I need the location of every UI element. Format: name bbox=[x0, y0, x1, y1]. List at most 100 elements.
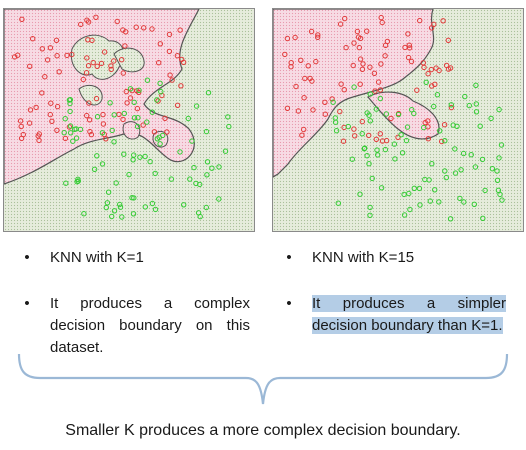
green-point bbox=[494, 177, 501, 184]
red-point bbox=[367, 64, 373, 70]
red-point bbox=[114, 18, 120, 25]
red-point bbox=[178, 83, 184, 89]
red-point bbox=[295, 108, 302, 114]
green-point bbox=[374, 147, 380, 153]
red-point bbox=[356, 44, 363, 51]
green-point bbox=[121, 151, 127, 157]
red-point bbox=[85, 63, 92, 69]
right-bullets: • KNN with K=15 • It produces a simpler … bbox=[282, 247, 506, 367]
red-point bbox=[69, 51, 75, 58]
green-point bbox=[488, 115, 494, 122]
red-point bbox=[100, 121, 107, 127]
red-point bbox=[124, 100, 130, 106]
red-point bbox=[373, 136, 380, 143]
red-point bbox=[313, 58, 319, 65]
red-point bbox=[49, 118, 55, 125]
red-point bbox=[378, 14, 384, 21]
green-point bbox=[107, 100, 113, 106]
red-point bbox=[405, 54, 412, 61]
red-point bbox=[439, 138, 445, 145]
red-point bbox=[359, 118, 366, 125]
red-point bbox=[351, 126, 357, 132]
bullet-text-highlighted[interactable]: It produces a simpler decision boundary … bbox=[312, 293, 506, 337]
red-point bbox=[119, 57, 125, 63]
green-point bbox=[226, 123, 232, 130]
green-point bbox=[395, 111, 402, 118]
green-point bbox=[403, 137, 410, 144]
red-point bbox=[341, 87, 347, 93]
red-point bbox=[371, 70, 378, 77]
red-point bbox=[445, 37, 452, 43]
red-point bbox=[35, 133, 41, 139]
green-point bbox=[367, 118, 374, 124]
red-region bbox=[273, 9, 435, 178]
green-point bbox=[94, 114, 101, 120]
green-point bbox=[473, 109, 480, 115]
green-point bbox=[99, 130, 106, 136]
red-point bbox=[27, 63, 33, 69]
red-point bbox=[84, 55, 90, 61]
knn-k1-plot-svg bbox=[4, 9, 254, 231]
green-point bbox=[91, 166, 98, 173]
green-point bbox=[480, 215, 486, 222]
red-point bbox=[441, 122, 448, 128]
red-point bbox=[54, 127, 60, 134]
red-point bbox=[377, 87, 384, 93]
green-point bbox=[349, 156, 356, 162]
green-point bbox=[105, 189, 112, 195]
red-point bbox=[308, 28, 315, 35]
red-point bbox=[375, 79, 382, 85]
green-point bbox=[158, 88, 164, 95]
green-point bbox=[472, 164, 479, 170]
green-point bbox=[471, 201, 478, 208]
red-point bbox=[292, 34, 298, 41]
green-point bbox=[67, 108, 73, 115]
red-point bbox=[47, 45, 54, 51]
red-point bbox=[80, 76, 87, 83]
green-point bbox=[427, 198, 434, 204]
red-point bbox=[282, 51, 288, 58]
red-point bbox=[47, 111, 53, 118]
red-point bbox=[357, 56, 364, 62]
red-point bbox=[108, 66, 114, 73]
red-point bbox=[364, 28, 370, 34]
red-point bbox=[111, 58, 117, 64]
green-point bbox=[222, 148, 229, 154]
selection-highlight[interactable]: It produces a simpler decision boundary … bbox=[312, 295, 506, 334]
red-point bbox=[315, 34, 321, 40]
left-bullets: • KNN with K=1 • It produces a complex d… bbox=[20, 247, 250, 367]
red-point bbox=[86, 100, 92, 106]
bullet-dot: • bbox=[24, 249, 30, 266]
green-point bbox=[496, 106, 502, 113]
green-point bbox=[157, 80, 163, 87]
red-point bbox=[101, 49, 108, 55]
green-point bbox=[407, 206, 413, 213]
red-point bbox=[350, 62, 356, 69]
bullet-dot: • bbox=[286, 249, 292, 266]
green-island bbox=[78, 84, 103, 106]
red-point bbox=[120, 116, 126, 123]
red-point bbox=[408, 58, 415, 65]
red-point bbox=[383, 137, 390, 144]
red-point bbox=[440, 18, 446, 24]
red-point bbox=[169, 77, 175, 83]
bullet-text: KNN with K=1 bbox=[50, 249, 144, 266]
green-point bbox=[367, 212, 373, 219]
green-point bbox=[147, 158, 153, 165]
green-point bbox=[392, 156, 398, 162]
red-point bbox=[315, 32, 321, 38]
green-point bbox=[442, 138, 448, 144]
red-point bbox=[428, 66, 435, 73]
green-point bbox=[409, 107, 415, 113]
red-point bbox=[33, 104, 39, 111]
green-point bbox=[330, 99, 336, 105]
green-point bbox=[357, 191, 363, 197]
green-point bbox=[452, 170, 459, 176]
green-point bbox=[462, 93, 468, 100]
green-point bbox=[109, 213, 115, 220]
data-points bbox=[282, 14, 505, 222]
red-point bbox=[305, 63, 311, 69]
green-point bbox=[62, 116, 68, 122]
green-point bbox=[399, 150, 406, 156]
green-point bbox=[426, 177, 432, 183]
